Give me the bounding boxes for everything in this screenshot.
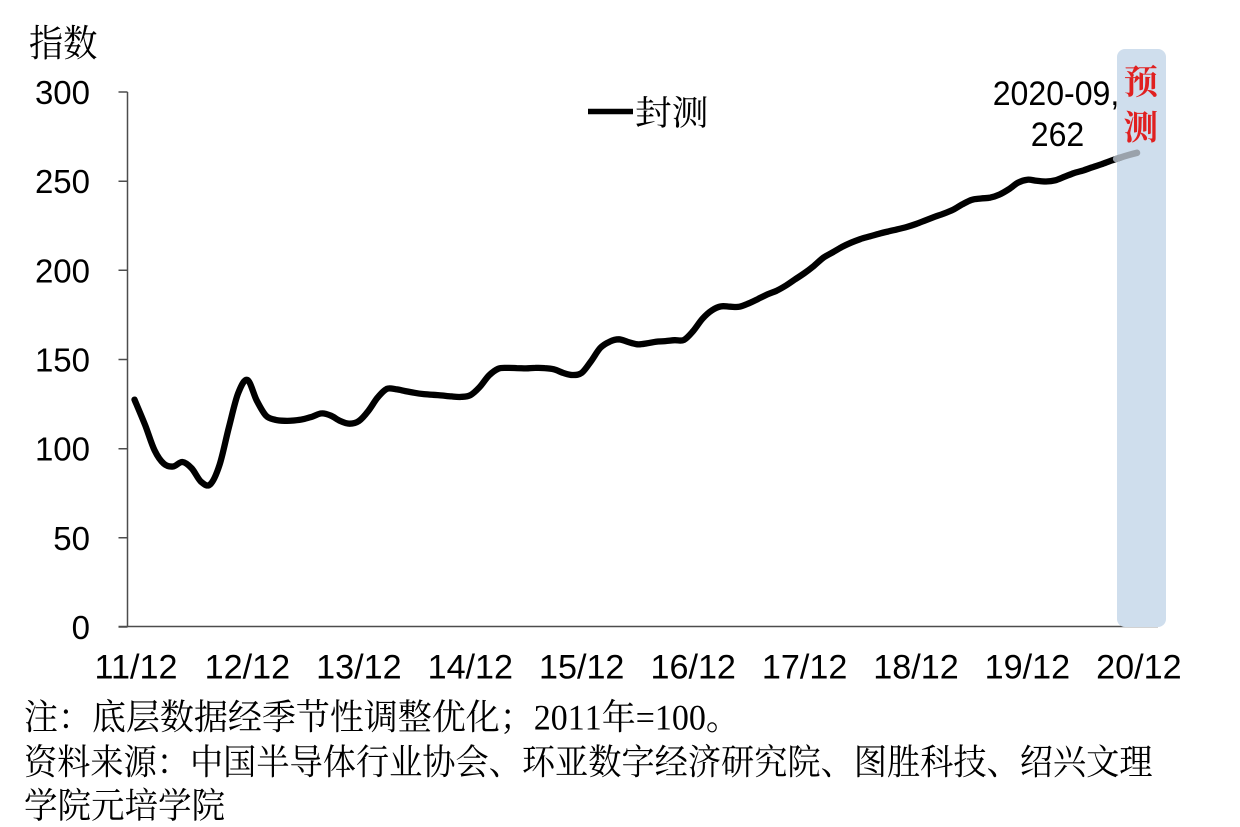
svg-text:100: 100 [35, 431, 90, 468]
svg-text:18/12: 18/12 [873, 648, 958, 686]
svg-text:19/12: 19/12 [985, 648, 1070, 686]
svg-text:17/12: 17/12 [762, 648, 847, 686]
svg-text:150: 150 [35, 342, 90, 379]
svg-text:16/12: 16/12 [650, 648, 735, 686]
svg-text:300: 300 [35, 74, 90, 111]
svg-text:15/12: 15/12 [539, 648, 624, 686]
svg-text:13/12: 13/12 [316, 648, 401, 686]
svg-text:262: 262 [1031, 116, 1085, 154]
svg-text:11/12: 11/12 [95, 648, 178, 686]
svg-text:250: 250 [35, 163, 90, 200]
svg-text:200: 200 [35, 252, 90, 289]
svg-text:20/12: 20/12 [1096, 648, 1181, 686]
svg-text:12/12: 12/12 [205, 648, 290, 686]
svg-text:0: 0 [72, 609, 90, 646]
svg-text:50: 50 [53, 520, 90, 557]
svg-text:14/12: 14/12 [428, 648, 513, 686]
svg-text:2020-09,: 2020-09, [993, 75, 1120, 113]
